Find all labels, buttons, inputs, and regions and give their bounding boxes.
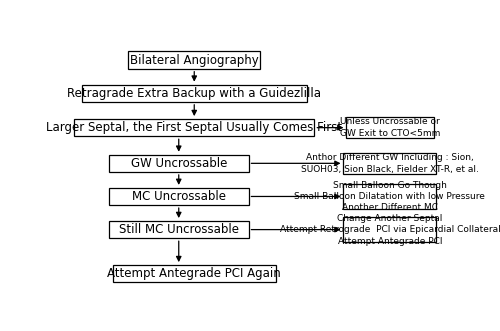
Text: Small Balloon Go Though
Small Balloon Dilatation with low Pressure
Another Diffe: Small Balloon Go Though Small Balloon Di… xyxy=(294,180,486,213)
FancyBboxPatch shape xyxy=(344,217,436,242)
FancyBboxPatch shape xyxy=(109,188,248,205)
FancyBboxPatch shape xyxy=(82,85,306,102)
FancyBboxPatch shape xyxy=(346,117,434,138)
Text: GW Uncrossable: GW Uncrossable xyxy=(130,157,227,170)
Text: Attempt Antegrade PCI Again: Attempt Antegrade PCI Again xyxy=(108,267,281,280)
FancyBboxPatch shape xyxy=(109,221,248,238)
FancyBboxPatch shape xyxy=(128,51,260,69)
FancyBboxPatch shape xyxy=(113,265,276,282)
Text: Larger Septal, the First Septal Usually Comes First: Larger Septal, the First Septal Usually … xyxy=(46,121,343,134)
Text: MC Uncrossable: MC Uncrossable xyxy=(132,190,226,203)
FancyBboxPatch shape xyxy=(74,119,314,136)
Text: Retragrade Extra Backup with a Guidezlilla: Retragrade Extra Backup with a Guidezlil… xyxy=(67,87,321,100)
Text: Change Another Septal
Attempt Retrograde  PCI via Epicardial Collateral
Attempt : Change Another Septal Attempt Retrograde… xyxy=(280,213,500,246)
Text: Still MC Uncrossable: Still MC Uncrossable xyxy=(119,223,239,236)
FancyBboxPatch shape xyxy=(344,153,436,174)
Text: Unless Uncrossable or
GW Exit to CTO<5mm: Unless Uncrossable or GW Exit to CTO<5mm xyxy=(340,118,440,138)
Text: Anthor Different GW Including : Sion,
SUOH03, Sion Black, Fielder XT-R, et al.: Anthor Different GW Including : Sion, SU… xyxy=(301,153,479,173)
FancyBboxPatch shape xyxy=(109,155,248,172)
FancyBboxPatch shape xyxy=(344,184,436,209)
Text: Bilateral Angiography: Bilateral Angiography xyxy=(130,54,258,67)
